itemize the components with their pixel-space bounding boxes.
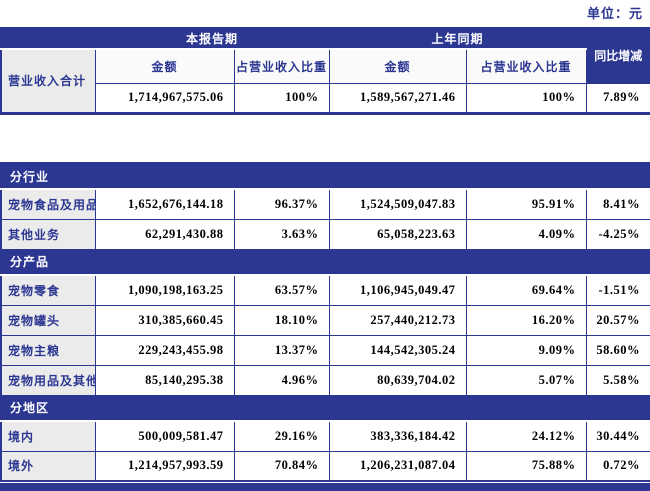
prior-amount-value: 1,206,231,087.04 [328,450,467,482]
current-share-value: 18.10% [233,304,330,336]
prior-amount-value: 257,440,212.73 [328,304,467,336]
current-share-value: 70.84% [233,450,330,482]
yoy-value: -4.25% [585,218,650,250]
yoy-value: 20.57% [585,304,650,336]
prior-amount-value: 65,058,223.63 [328,218,467,250]
current-share-value: 96.37% [233,188,330,220]
current-amount-value: 310,385,660.45 [94,304,235,336]
summary-prior-amount: 1,589,567,271.46 [328,82,467,114]
current-amount-value: 229,243,455.98 [94,334,235,366]
prior-amount-value: 383,336,184.42 [328,420,467,452]
current-amount-value: 500,009,581.47 [94,420,235,452]
row-label: 宠物罐头 [0,304,96,336]
unit-label: 单位：元 [586,6,643,21]
prior-share-value: 9.09% [465,334,587,366]
prior-period-header: 上年同期 [328,27,587,50]
row-label: 境外 [0,450,96,482]
prior-share-value: 95.91% [465,188,587,220]
row-label: 其他业务 [0,218,96,250]
prior-amount-value: 1,524,509,047.83 [328,188,467,220]
yoy-value: 5.58% [585,364,650,396]
yoy-value: 58.60% [585,334,650,366]
amount-header-prior: 金额 [328,48,467,84]
summary-table: 本报告期 上年同期 同比增减 营业收入合计 金额 占营业收入比重 金额 占营业收… [0,27,650,115]
prior-amount-value: 144,542,305.24 [328,334,467,366]
prior-share-value: 24.12% [465,420,587,452]
current-share-value: 63.57% [233,274,330,306]
amount-header-current: 金额 [94,48,235,84]
current-amount-value: 1,090,198,163.25 [94,274,235,306]
summary-row-label: 营业收入合计 [0,48,96,114]
prior-amount-value: 80,639,704.02 [328,364,467,396]
prior-share-value: 75.88% [465,450,587,482]
current-share-value: 3.63% [233,218,330,250]
prior-amount-value: 1,106,945,049.47 [328,274,467,306]
section-header-product: 分产品 [0,248,650,276]
current-share-value: 4.96% [233,364,330,396]
current-share-value: 29.16% [233,420,330,452]
prior-share-value: 4.09% [465,218,587,250]
summary-yoy-value: 7.89% [585,82,650,114]
summary-prior-share: 100% [465,82,587,114]
share-header-current: 占营业收入比重 [233,48,330,84]
current-amount-value: 1,214,957,993.59 [94,450,235,482]
yoy-value: 8.41% [585,188,650,220]
yoy-value: -1.51% [585,274,650,306]
header-spacer-cell [0,27,96,50]
prior-share-value: 69.64% [465,274,587,306]
share-header-prior: 占营业收入比重 [465,48,587,84]
row-label: 宠物食品及用品 [0,188,96,220]
summary-current-amount: 1,714,967,575.06 [94,82,235,114]
current-amount-value: 62,291,430.88 [94,218,235,250]
section-header-region: 分地区 [0,394,650,422]
row-label: 宠物主粮 [0,334,96,366]
summary-current-share: 100% [233,82,330,114]
cropped-next-section-bar [0,483,650,491]
yoy-value: 0.72% [585,450,650,482]
breakdown-table: 分行业 宠物食品及用品 1,652,676,144.18 96.37% 1,52… [0,162,650,482]
current-amount-value: 85,140,295.38 [94,364,235,396]
section-header-industry: 分行业 [0,162,650,190]
current-period-header: 本报告期 [94,27,330,50]
yoy-header: 同比增减 [585,27,650,84]
row-label: 宠物用品及其他 [0,364,96,396]
yoy-value: 30.44% [585,420,650,452]
current-share-value: 13.37% [233,334,330,366]
row-label: 境内 [0,420,96,452]
row-label: 宠物零食 [0,274,96,306]
prior-share-value: 16.20% [465,304,587,336]
current-amount-value: 1,652,676,144.18 [94,188,235,220]
prior-share-value: 5.07% [465,364,587,396]
